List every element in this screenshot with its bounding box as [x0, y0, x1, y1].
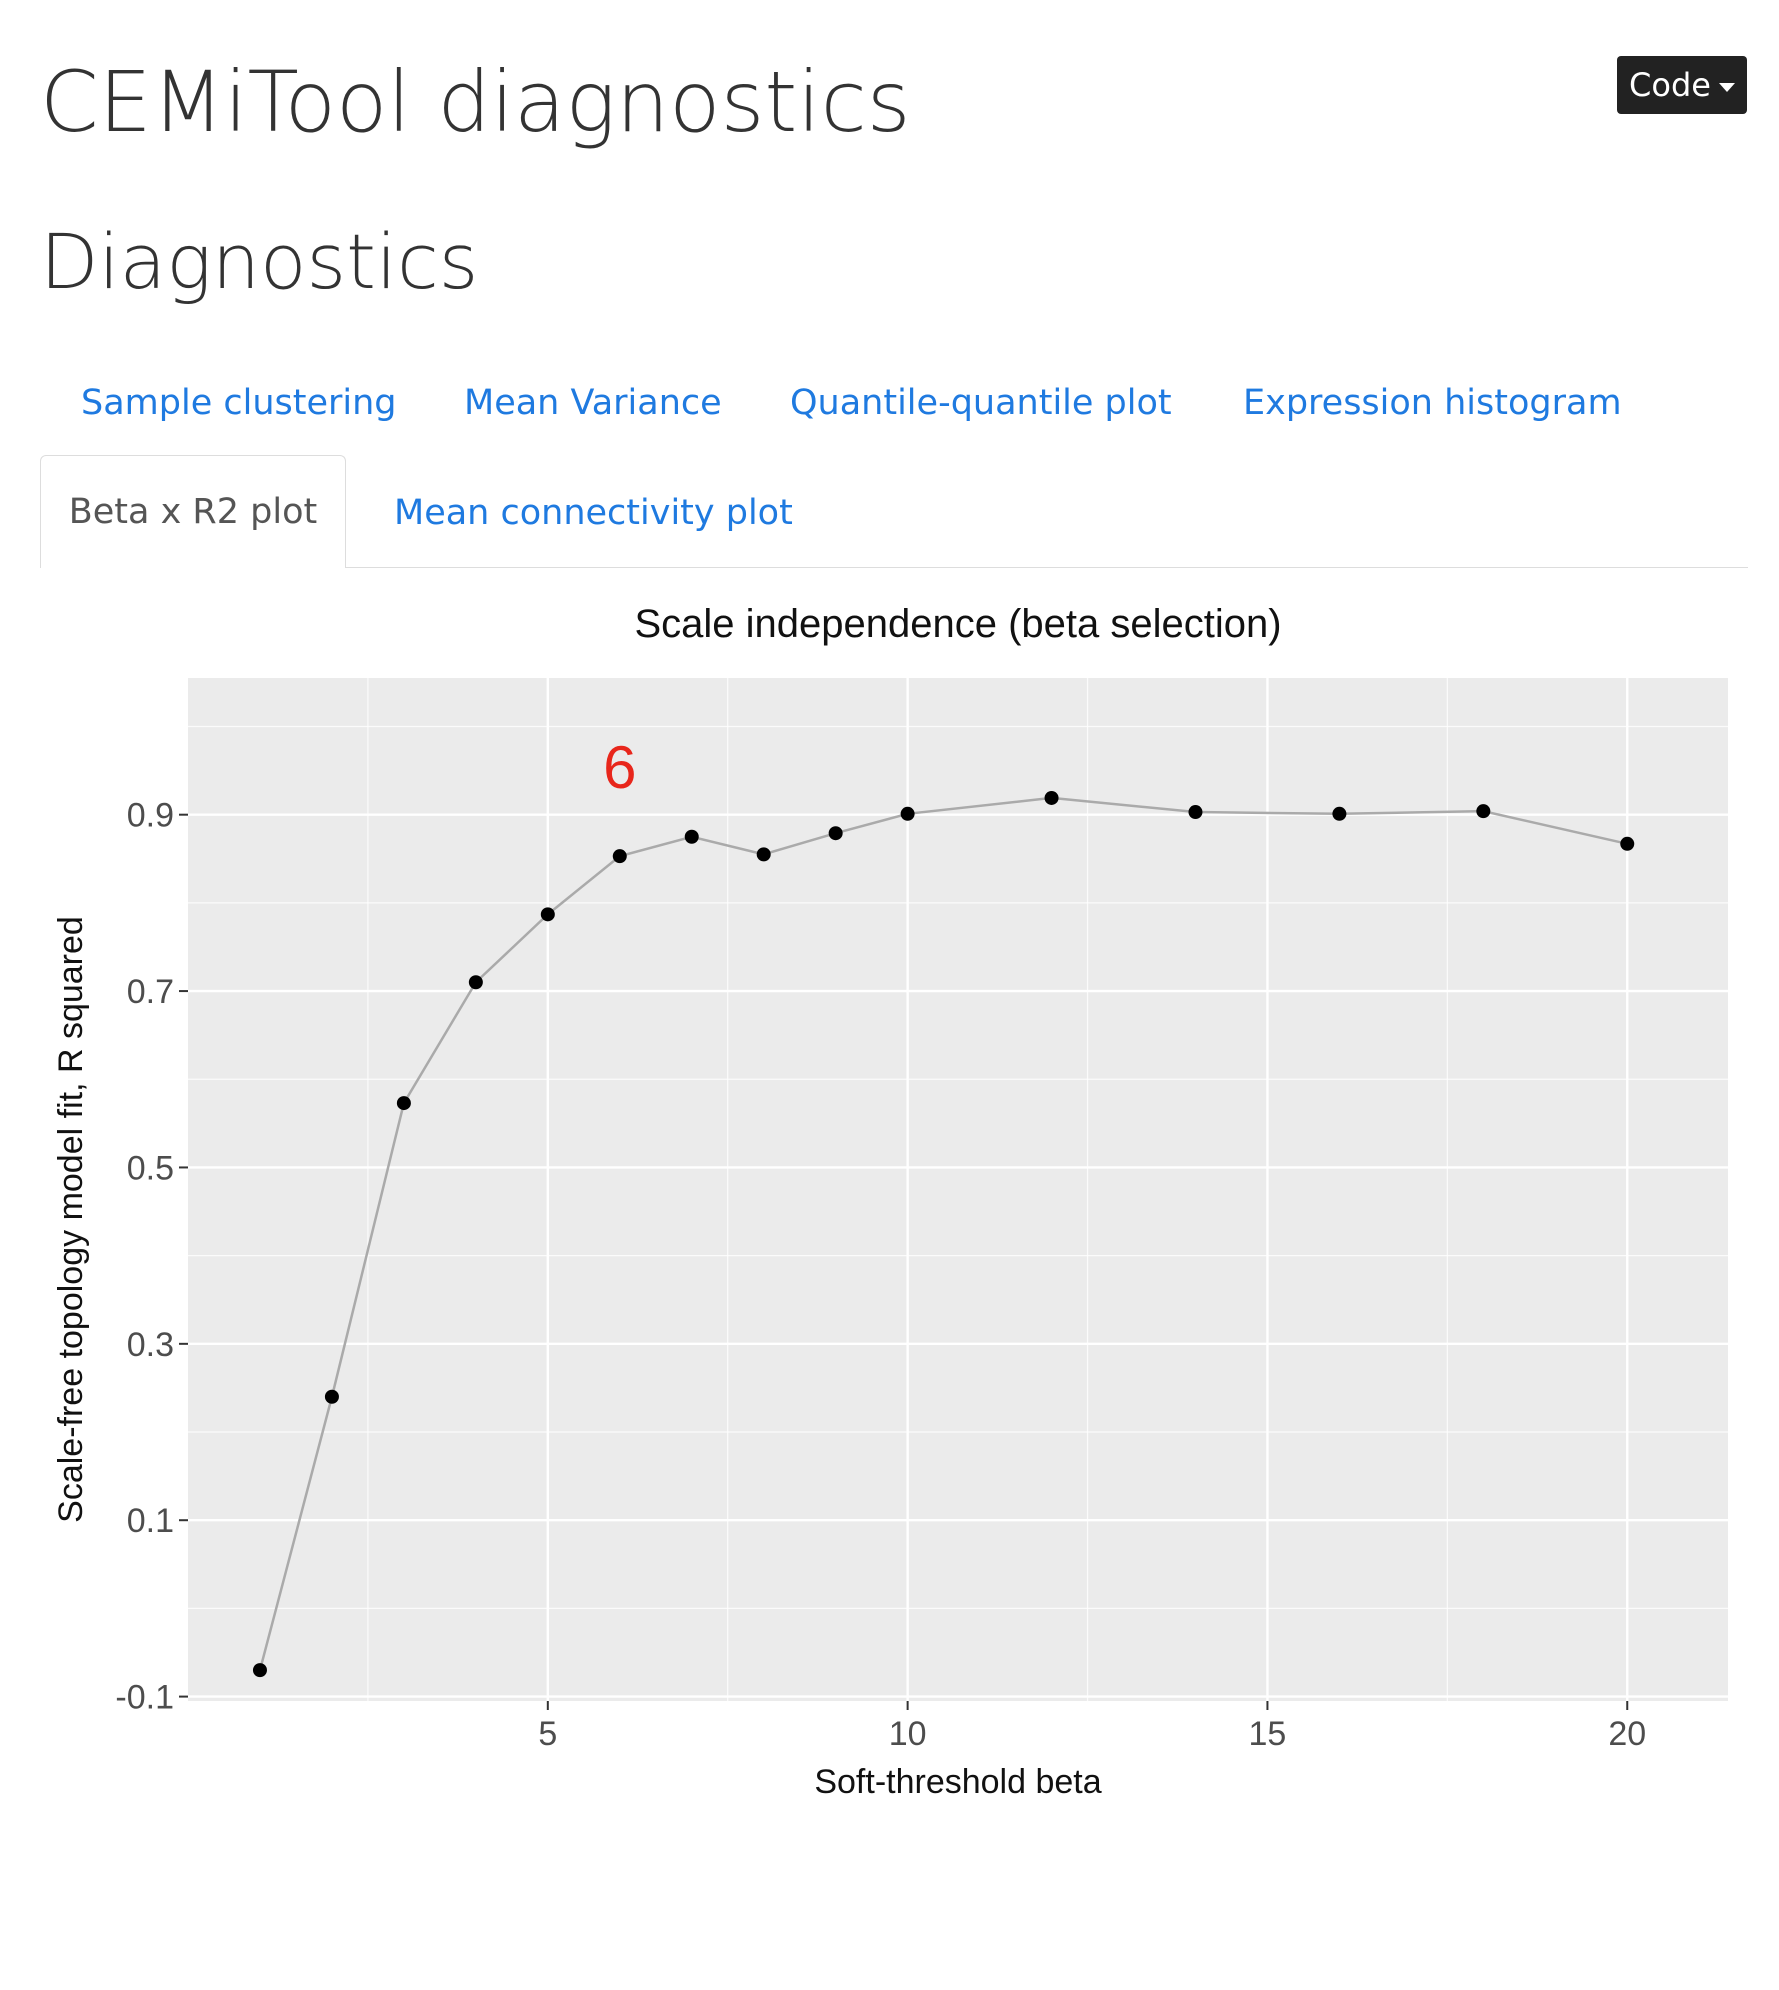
data-point — [756, 847, 771, 862]
chart-container: 5 10 15 20 -0.1 0.1 0.3 0.5 0.7 0.9 6 Scale indepen… — [40, 590, 1748, 1820]
tab-expression-histogram[interactable]: Expression histogram — [1243, 383, 1622, 423]
data-point — [324, 1389, 339, 1404]
code-button[interactable]: Code — [1617, 56, 1747, 114]
data-point — [900, 806, 915, 821]
data-point — [468, 975, 483, 990]
x-tick-label: 5 — [538, 1715, 557, 1753]
data-point — [612, 849, 627, 864]
data-point — [1620, 836, 1635, 851]
section-title: Diagnostics — [40, 217, 479, 306]
y-tick-label: 0.9 — [127, 797, 174, 835]
data-point — [684, 829, 699, 844]
code-button-label: Code — [1629, 66, 1711, 104]
tab-bar: Sample clustering Mean Variance Quantile… — [40, 360, 1748, 568]
y-tick-label: 0.7 — [127, 973, 174, 1011]
tabs-divider — [346, 567, 1748, 568]
y-tick-label: 0.3 — [127, 1326, 174, 1364]
chart-title: Scale independence (beta selection) — [634, 602, 1281, 646]
beta-annotation: 6 — [603, 734, 636, 801]
beta-r2-chart: 5 10 15 20 -0.1 0.1 0.3 0.5 0.7 0.9 6 Scale indepen… — [52, 602, 1728, 1801]
data-point — [1476, 804, 1491, 819]
page-title: CEMiTool diagnostics — [40, 53, 911, 151]
x-tick-label: 20 — [1608, 1715, 1646, 1753]
data-point — [1332, 806, 1347, 821]
data-point — [396, 1096, 411, 1111]
tab-mean-variance[interactable]: Mean Variance — [464, 383, 722, 423]
tab-sample-clustering[interactable]: Sample clustering — [81, 383, 397, 423]
data-point — [1188, 805, 1203, 820]
data-point — [828, 826, 843, 841]
x-tick-label: 15 — [1249, 1715, 1287, 1753]
y-tick-label: 0.5 — [127, 1149, 174, 1187]
x-axis-label: Soft-threshold beta — [814, 1763, 1101, 1801]
y-tick-label: -0.1 — [115, 1679, 174, 1717]
caret-down-icon — [1718, 82, 1735, 92]
data-point — [540, 907, 555, 922]
tab-beta-x-r2-plot[interactable]: Beta x R2 plot — [40, 455, 346, 568]
plot-panel — [188, 678, 1728, 1701]
y-axis-label: Scale-free topology model fit, R squared — [52, 916, 90, 1523]
data-point — [1044, 790, 1059, 805]
data-point — [252, 1663, 267, 1678]
tab-quantile-quantile-plot[interactable]: Quantile-quantile plot — [790, 383, 1172, 423]
x-tick-label: 10 — [889, 1715, 927, 1753]
y-tick-label: 0.1 — [127, 1502, 174, 1540]
tab-mean-connectivity-plot[interactable]: Mean connectivity plot — [394, 493, 793, 533]
